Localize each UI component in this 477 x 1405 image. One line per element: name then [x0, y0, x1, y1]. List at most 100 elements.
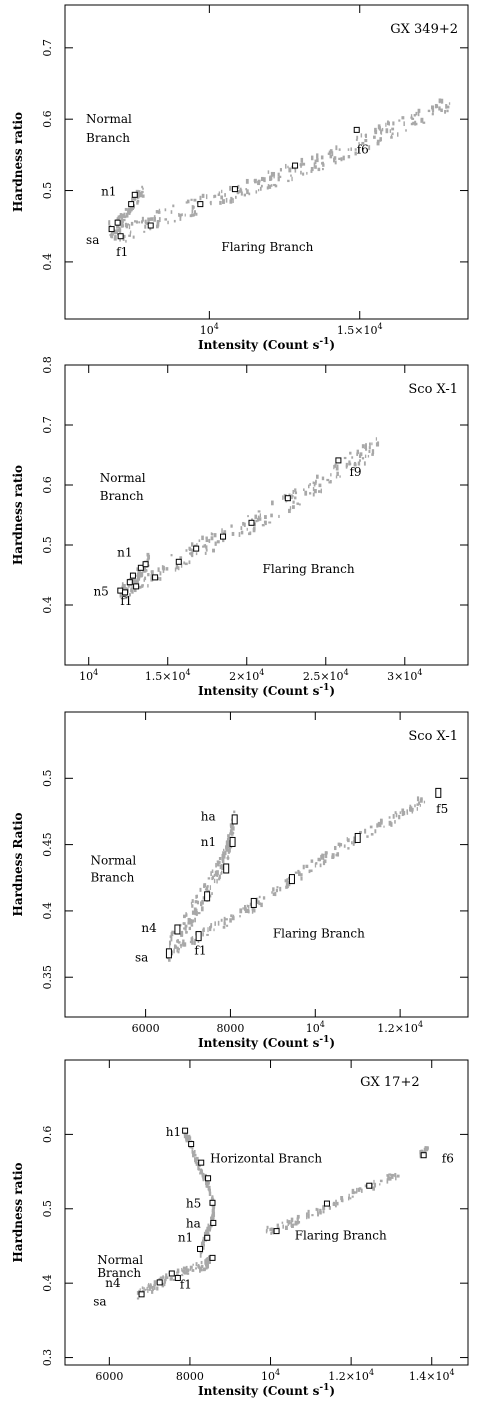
data-point [132, 235, 135, 239]
data-point [194, 1157, 197, 1163]
y-tick-label: 0.3 [41, 1349, 54, 1367]
data-point [207, 1181, 210, 1185]
data-point [191, 1149, 194, 1154]
data-point [153, 217, 156, 222]
marker [108, 226, 115, 233]
data-point [119, 214, 122, 218]
data-point [181, 213, 183, 217]
data-point [351, 1191, 355, 1195]
y-tick-label: 0.4 [41, 902, 54, 920]
data-point [334, 463, 337, 468]
data-point [203, 1239, 205, 1242]
marker [284, 495, 291, 502]
marker [435, 787, 442, 798]
marker [209, 1199, 216, 1206]
data-point [110, 235, 112, 238]
annotation: h5 [186, 1196, 201, 1210]
data-point [190, 542, 194, 547]
data-point [268, 521, 272, 524]
data-point [128, 224, 131, 230]
data-point [202, 545, 205, 548]
data-point [376, 823, 379, 828]
data-point [402, 808, 405, 813]
data-point [364, 444, 368, 449]
x-tick-label: 6000 [95, 1370, 123, 1383]
data-point [213, 194, 215, 199]
data-point [115, 229, 119, 233]
data-point [297, 869, 300, 874]
y-tick-label: 0.35 [41, 965, 54, 990]
data-point [319, 863, 322, 868]
data-point [217, 862, 219, 866]
data-point [205, 545, 208, 550]
data-point [328, 481, 331, 484]
data-point [153, 1280, 157, 1285]
data-point [247, 910, 250, 914]
annotation: sa [86, 233, 99, 247]
data-point [373, 1179, 375, 1185]
data-point [322, 853, 325, 858]
data-point [138, 576, 141, 579]
data-point [173, 219, 176, 223]
data-point [184, 926, 187, 931]
marker [273, 1228, 280, 1235]
data-point [185, 549, 188, 552]
data-point [191, 920, 194, 924]
data-point [205, 536, 208, 540]
data-point [221, 528, 223, 534]
data-point [266, 1225, 269, 1230]
data-point [388, 1176, 392, 1181]
data-point [183, 561, 186, 565]
data-point [379, 138, 382, 142]
data-point [293, 496, 297, 500]
data-point [294, 491, 298, 495]
data-point [410, 114, 413, 118]
data-point [177, 950, 180, 954]
marker [420, 1152, 427, 1159]
data-point [189, 552, 192, 555]
data-point [176, 1268, 180, 1274]
data-point [380, 819, 382, 824]
data-point [349, 451, 352, 455]
data-point [333, 853, 335, 857]
data-point [245, 188, 248, 191]
data-point [415, 122, 418, 126]
data-point [185, 912, 187, 917]
x-tick-label: 3×104 [387, 668, 422, 683]
data-point [401, 116, 405, 120]
data-point [195, 911, 198, 916]
data-point [193, 907, 197, 912]
data-point [273, 175, 275, 179]
data-point [120, 219, 123, 223]
data-point [221, 858, 225, 864]
data-point [351, 456, 354, 459]
annotation: f1 [180, 1277, 192, 1291]
data-point [146, 552, 150, 557]
x-tick-label: 104 [261, 1368, 280, 1383]
marker [168, 1270, 175, 1277]
marker [133, 583, 140, 590]
data-point [311, 1214, 314, 1217]
data-point [208, 1190, 211, 1194]
data-point [289, 506, 292, 511]
x-tick-label: 1.2×104 [328, 1368, 374, 1383]
data-point [277, 176, 280, 182]
data-point [180, 944, 182, 949]
data-point [216, 860, 220, 863]
data-point [425, 1146, 429, 1150]
data-point [257, 515, 260, 519]
data-point [226, 856, 230, 860]
data-point [193, 940, 196, 945]
data-point [321, 476, 325, 481]
data-point [124, 222, 127, 228]
data-point [352, 840, 356, 844]
annotation: Flaring Branch [295, 1228, 387, 1242]
data-point [406, 809, 409, 814]
data-point [385, 128, 389, 134]
data-point [387, 1175, 390, 1181]
data-point [211, 892, 213, 895]
data-point [440, 108, 443, 113]
data-point [314, 862, 317, 868]
data-point [338, 157, 341, 160]
data-point [201, 535, 204, 541]
